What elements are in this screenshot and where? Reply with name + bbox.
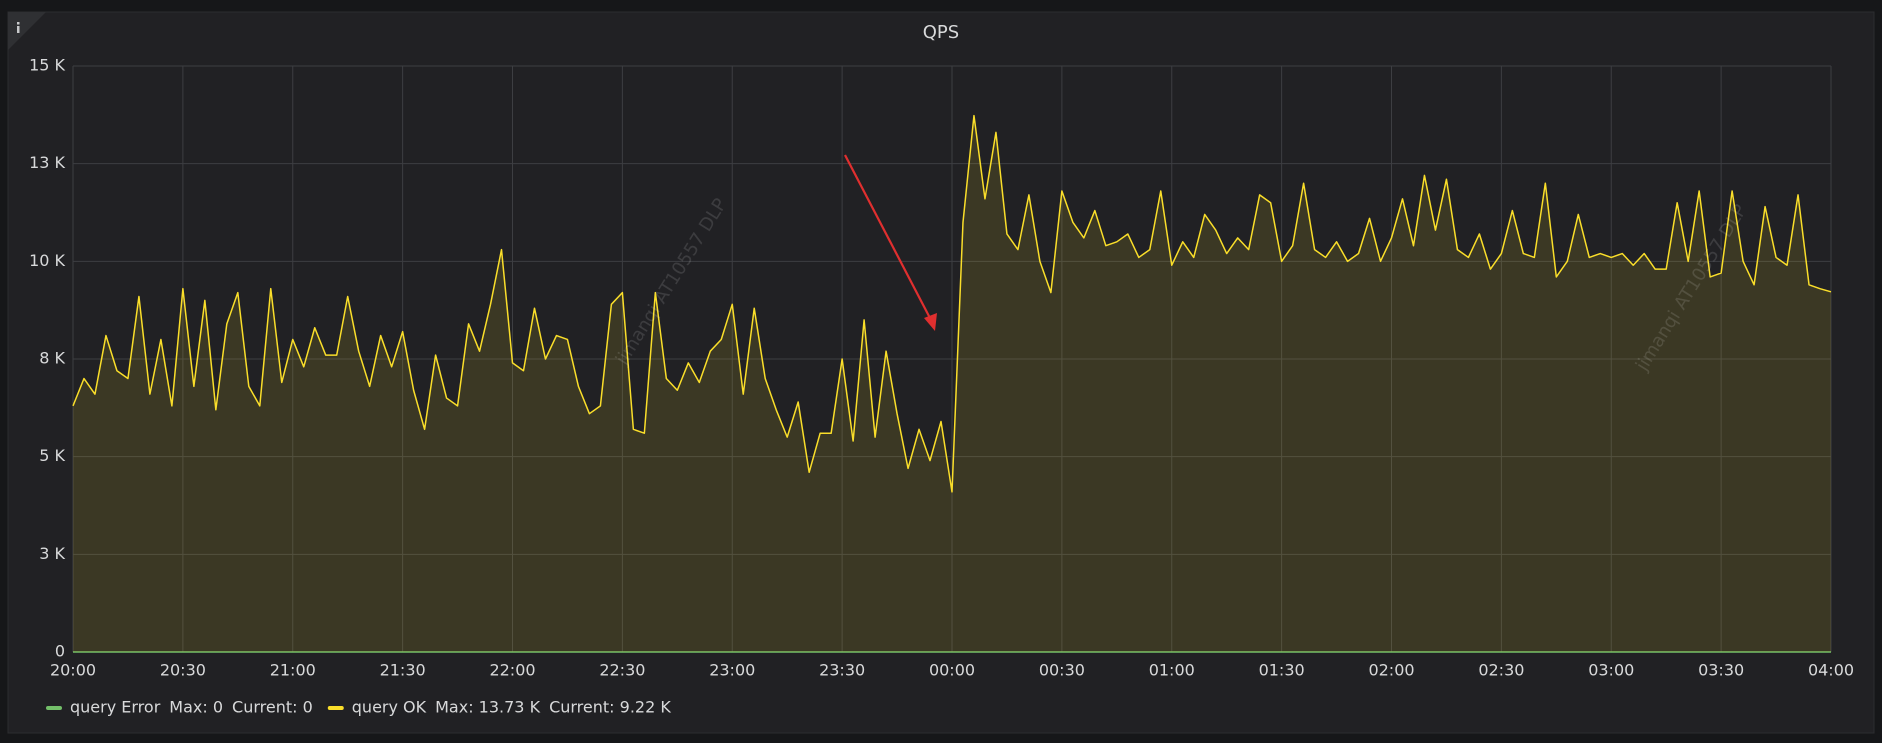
area-fill (73, 115, 1831, 653)
info-icon-stem (17, 26, 20, 33)
plot-area (72, 114, 1832, 653)
y-tick-label: 10 K (29, 251, 65, 270)
x-tick-label: 04:00 (1808, 661, 1854, 680)
annotation-arrow (844, 154, 937, 331)
legend-value: Max: 13.73 K (435, 698, 540, 717)
legend-swatch (46, 706, 62, 710)
x-tick-label: 01:00 (1149, 661, 1195, 680)
y-tick-label: 15 K (29, 56, 65, 75)
grid: 0 3 K 5 K 8 K 10 K 13 K 15 K 20:00 20:30 21:00 21:… (29, 56, 1854, 680)
x-tick-label: 23:00 (709, 661, 755, 680)
series-line (72, 114, 1832, 493)
x-tick-label: 01:30 (1259, 661, 1305, 680)
legend-value: Current: 9.22 K (549, 698, 671, 717)
chart-title: QPS (923, 22, 959, 43)
legend-swatch (327, 706, 344, 710)
x-tick-label: 23:30 (819, 661, 865, 680)
y-tick-label: 0 (55, 642, 65, 661)
arrow-shaft (844, 154, 932, 321)
y-tick-label: 13 K (29, 153, 65, 172)
legend-value: Max: 0 (169, 698, 223, 717)
legend: query Error Max: 0 Current: 0 query OK Max: … (46, 698, 671, 717)
y-tick-label: 3 K (39, 544, 65, 563)
x-tick-label: 20:00 (50, 661, 96, 680)
info-icon-dot (17, 22, 20, 25)
x-tick-label: 03:30 (1698, 661, 1744, 680)
legend-label[interactable]: query OK (352, 698, 427, 717)
x-tick-label: 00:00 (929, 661, 975, 680)
x-tick-label: 22:30 (599, 661, 645, 680)
info-corner[interactable] (8, 12, 46, 50)
x-tick-label: 20:30 (160, 661, 206, 680)
y-tick-label: 8 K (39, 349, 65, 368)
x-tick-label: 02:00 (1368, 661, 1414, 680)
x-tick-label: 02:30 (1478, 661, 1524, 680)
arrow-head (924, 313, 937, 331)
legend-label[interactable]: query Error (70, 698, 161, 717)
legend-value: Current: 0 (232, 698, 313, 717)
x-tick-label: 22:00 (489, 661, 535, 680)
panel (7, 11, 1875, 734)
y-tick-label: 5 K (39, 446, 65, 465)
x-tick-label: 03:00 (1588, 661, 1634, 680)
x-tick-label: 00:30 (1039, 661, 1085, 680)
x-tick-label: 21:30 (380, 661, 426, 680)
x-tick-label: 21:00 (270, 661, 316, 680)
